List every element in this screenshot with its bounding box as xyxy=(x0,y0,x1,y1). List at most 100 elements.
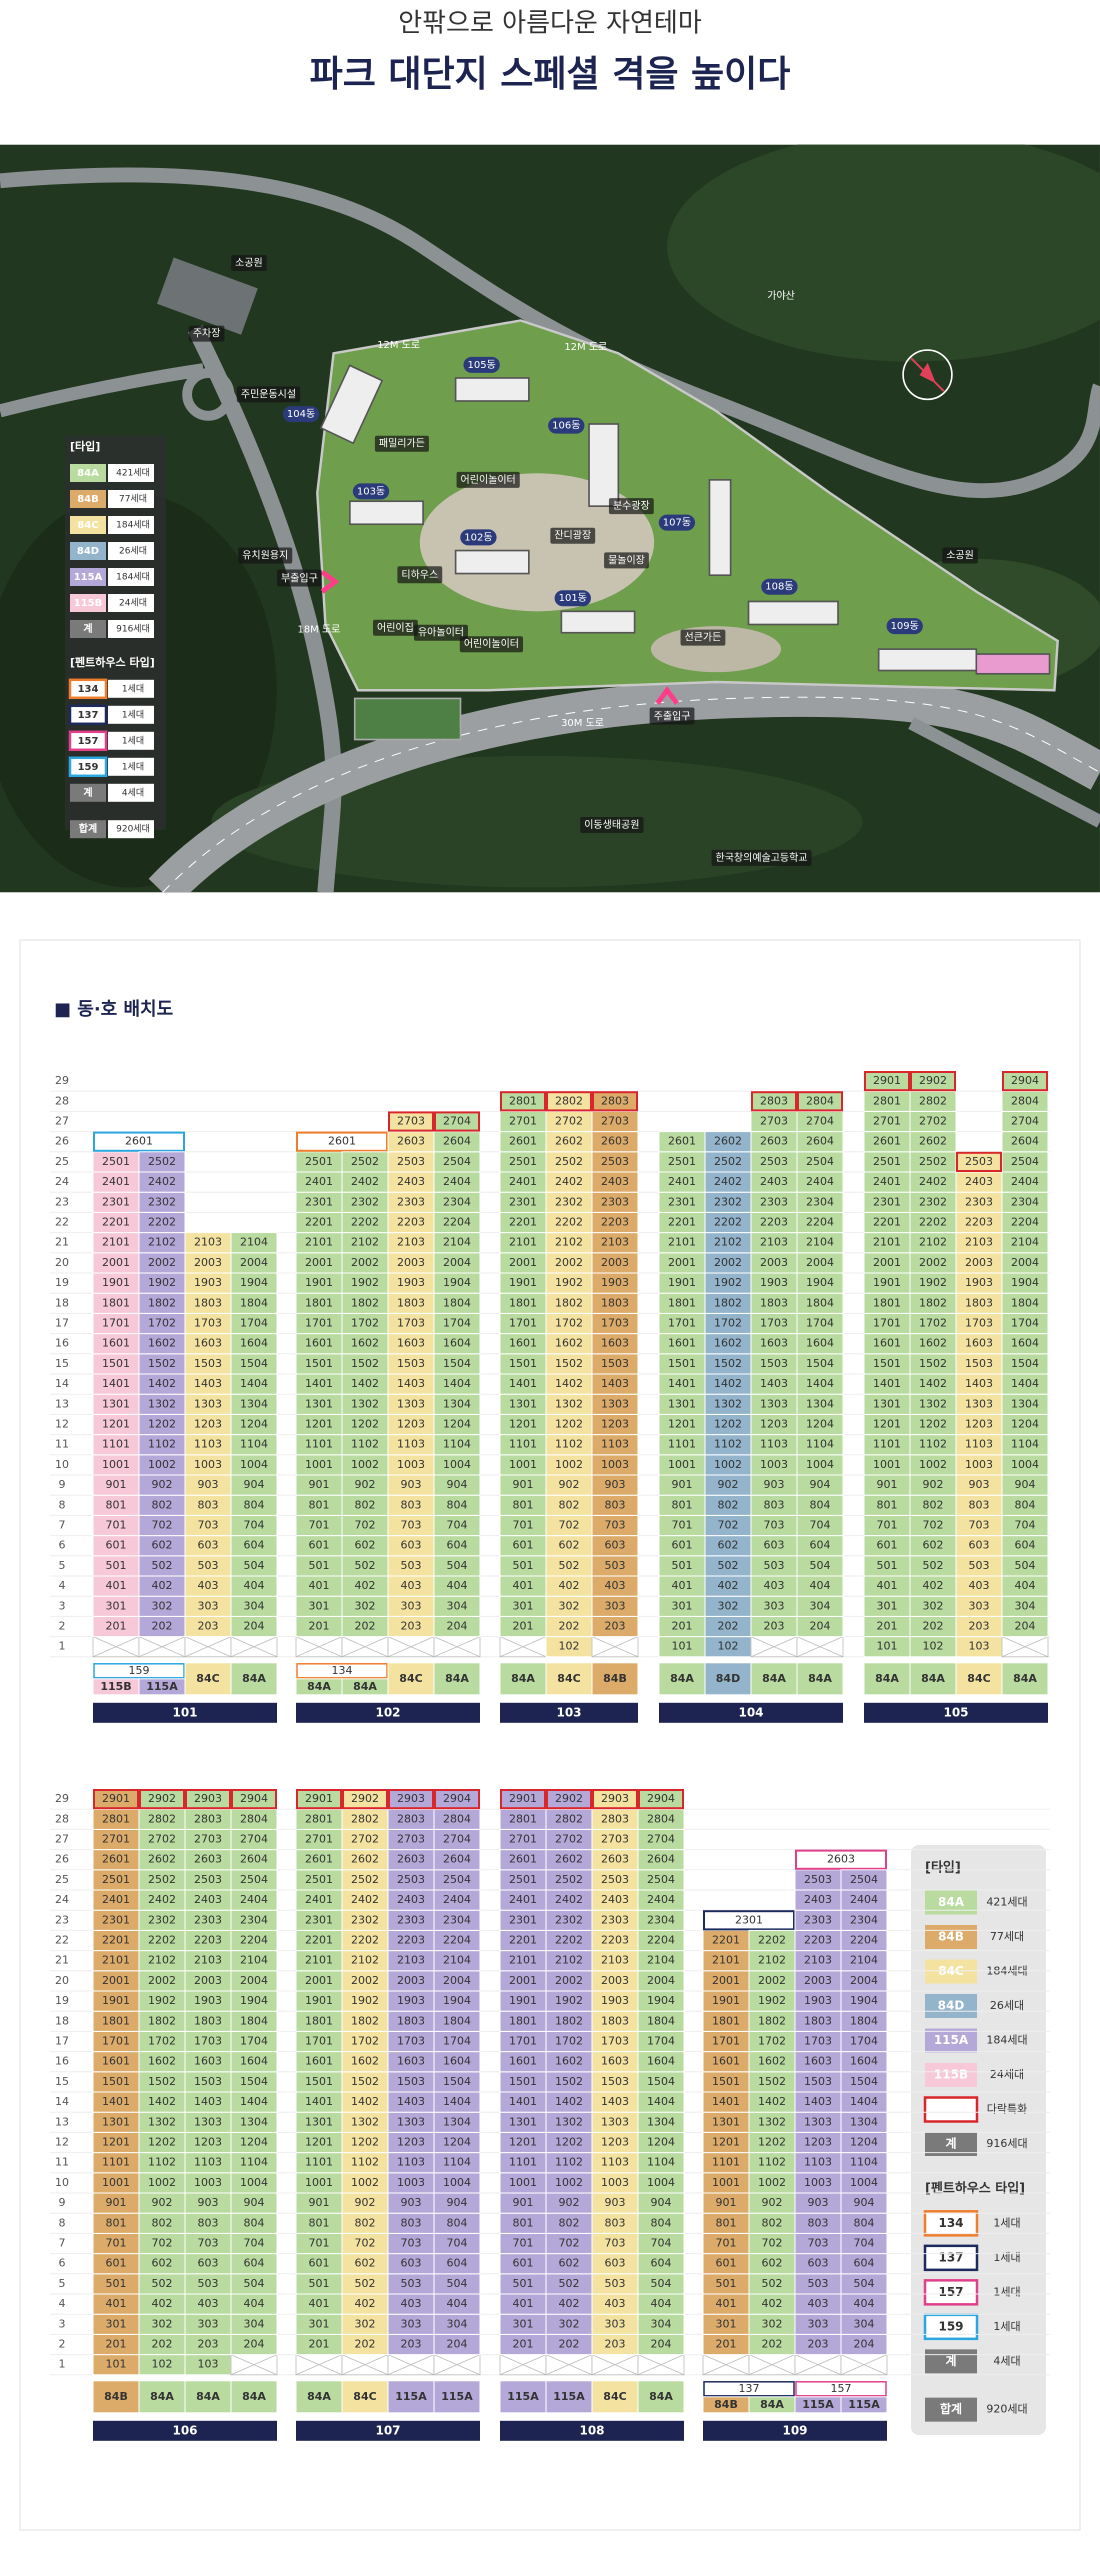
unit-number: 2103 xyxy=(194,1236,222,1249)
unit-number: 1901 xyxy=(305,1994,333,2007)
unit-number: 1401 xyxy=(873,1377,901,1390)
unit-number: 302 xyxy=(559,1599,580,1612)
unit-number: 2701 xyxy=(873,1115,901,1128)
empty-cross xyxy=(230,1636,278,1658)
legend-count: 920세대 xyxy=(986,2403,1027,2416)
attic-outline xyxy=(500,1091,546,1112)
legend-swatch xyxy=(925,2349,977,2374)
unit-number: 2604 xyxy=(647,1853,675,1866)
unit-number: 2401 xyxy=(668,1175,696,1188)
unit-number: 1002 xyxy=(919,1458,947,1471)
legend-type: 157 xyxy=(78,736,99,747)
unit-number: 203 xyxy=(198,2338,219,2351)
unit-number: 402 xyxy=(559,1579,580,1592)
unit-number: 503 xyxy=(764,1559,785,1572)
unit-number: 1604 xyxy=(850,2055,878,2068)
unit-number: 2302 xyxy=(714,1195,742,1208)
type-cell xyxy=(955,1662,1003,1696)
unit-number: 2602 xyxy=(714,1135,742,1148)
unit-number: 1702 xyxy=(351,2035,379,2048)
unit-number: 2402 xyxy=(148,1893,176,1906)
floor-label: 25 xyxy=(55,1873,69,1886)
unit-number: 203 xyxy=(969,1620,990,1633)
unit-number: 1004 xyxy=(806,1458,834,1471)
unit-number: 602 xyxy=(559,2257,580,2270)
legend-swatch xyxy=(923,2244,979,2272)
unit-number: 2202 xyxy=(555,1216,583,1229)
unit-number: 1803 xyxy=(601,1296,629,1309)
unit-type: 84A xyxy=(511,1672,535,1685)
unit-number: 303 xyxy=(198,2317,219,2330)
legend-type: 합계 xyxy=(940,2401,962,2416)
unit-number: 604 xyxy=(854,2257,875,2270)
unit-number: 1404 xyxy=(806,1377,834,1390)
unit-number: 1202 xyxy=(919,1418,947,1431)
map-label-bg xyxy=(680,629,726,646)
unit-number: 701 xyxy=(106,2237,127,2250)
unit-number: 2001 xyxy=(102,1256,130,1269)
unit-number: 1701 xyxy=(305,2035,333,2048)
type-cell xyxy=(1001,1662,1049,1696)
floor-label: 3 xyxy=(59,2317,66,2330)
unit-number: 803 xyxy=(605,2216,626,2229)
unit-number: 202 xyxy=(355,2338,376,2351)
unit-number: 2004 xyxy=(443,1974,471,1987)
unit-number: 1703 xyxy=(601,2035,629,2048)
unit-number: 503 xyxy=(198,2277,219,2290)
unit-number: 502 xyxy=(762,2277,783,2290)
unit-number: 2503 xyxy=(397,1155,425,1168)
unit-number: 1602 xyxy=(148,2055,176,2068)
unit-number: 1501 xyxy=(509,1357,537,1370)
unit-number: 2902 xyxy=(555,1792,583,1805)
unit-number: 601 xyxy=(877,1539,898,1552)
unit-number: 1702 xyxy=(555,1317,583,1330)
unit-number: 1703 xyxy=(804,2035,832,2048)
unit-number: 602 xyxy=(355,1539,376,1552)
unit-type: 84B xyxy=(714,2398,738,2411)
unit-number: 1402 xyxy=(714,1377,742,1390)
unit-number: 402 xyxy=(152,2297,173,2310)
unit-number: 402 xyxy=(923,1579,944,1592)
road xyxy=(0,363,205,418)
legend-type: 84A xyxy=(938,1895,965,1909)
unit-number: 1601 xyxy=(102,1337,130,1350)
unit-number: 1403 xyxy=(397,2095,425,2108)
unit-number: 1701 xyxy=(873,1317,901,1330)
unit-number: 503 xyxy=(401,1559,422,1572)
legend-count: 184세대 xyxy=(116,572,150,583)
legend-swatch xyxy=(70,542,106,560)
empty-cross xyxy=(702,2354,750,2376)
building-bar xyxy=(296,2420,480,2441)
unit-number: 2504 xyxy=(647,1873,675,1886)
unit-number: 1301 xyxy=(305,1397,333,1410)
unit-number: 2501 xyxy=(873,1155,901,1168)
unit-number: 2501 xyxy=(102,1873,130,1886)
legend-swatch xyxy=(925,2028,977,2053)
legend-swatch xyxy=(925,1959,977,1984)
unit-number: 602 xyxy=(923,1539,944,1552)
unit-number: 701 xyxy=(672,1519,693,1532)
map-label-bg xyxy=(459,636,524,653)
unit-number: 1502 xyxy=(758,2075,786,2088)
unit-number: 603 xyxy=(401,1539,422,1552)
unit-number: 1502 xyxy=(555,1357,583,1370)
unit-number: 301 xyxy=(309,2317,330,2330)
unit-number: 1203 xyxy=(397,2136,425,2149)
building-tag xyxy=(460,529,497,546)
unit-number: 203 xyxy=(401,1620,422,1633)
legend-type: 계 xyxy=(83,622,92,635)
unit-number: 402 xyxy=(355,2297,376,2310)
legend-swatch xyxy=(70,594,106,612)
unit-number: 2501 xyxy=(509,1873,537,1886)
unit-number: 1901 xyxy=(712,1994,740,2007)
unit-number: 701 xyxy=(106,1519,127,1532)
floor-label: 23 xyxy=(55,1195,69,1208)
unit-number: 1902 xyxy=(555,1994,583,2007)
unit-number: 1601 xyxy=(873,1337,901,1350)
unit-number: 1403 xyxy=(601,1377,629,1390)
map-label-bg xyxy=(942,547,978,564)
unit-number: 2701 xyxy=(509,1833,537,1846)
unit-number: 504 xyxy=(854,2277,875,2290)
unit-number: 1403 xyxy=(601,2095,629,2108)
unit-number: 301 xyxy=(106,1599,127,1612)
